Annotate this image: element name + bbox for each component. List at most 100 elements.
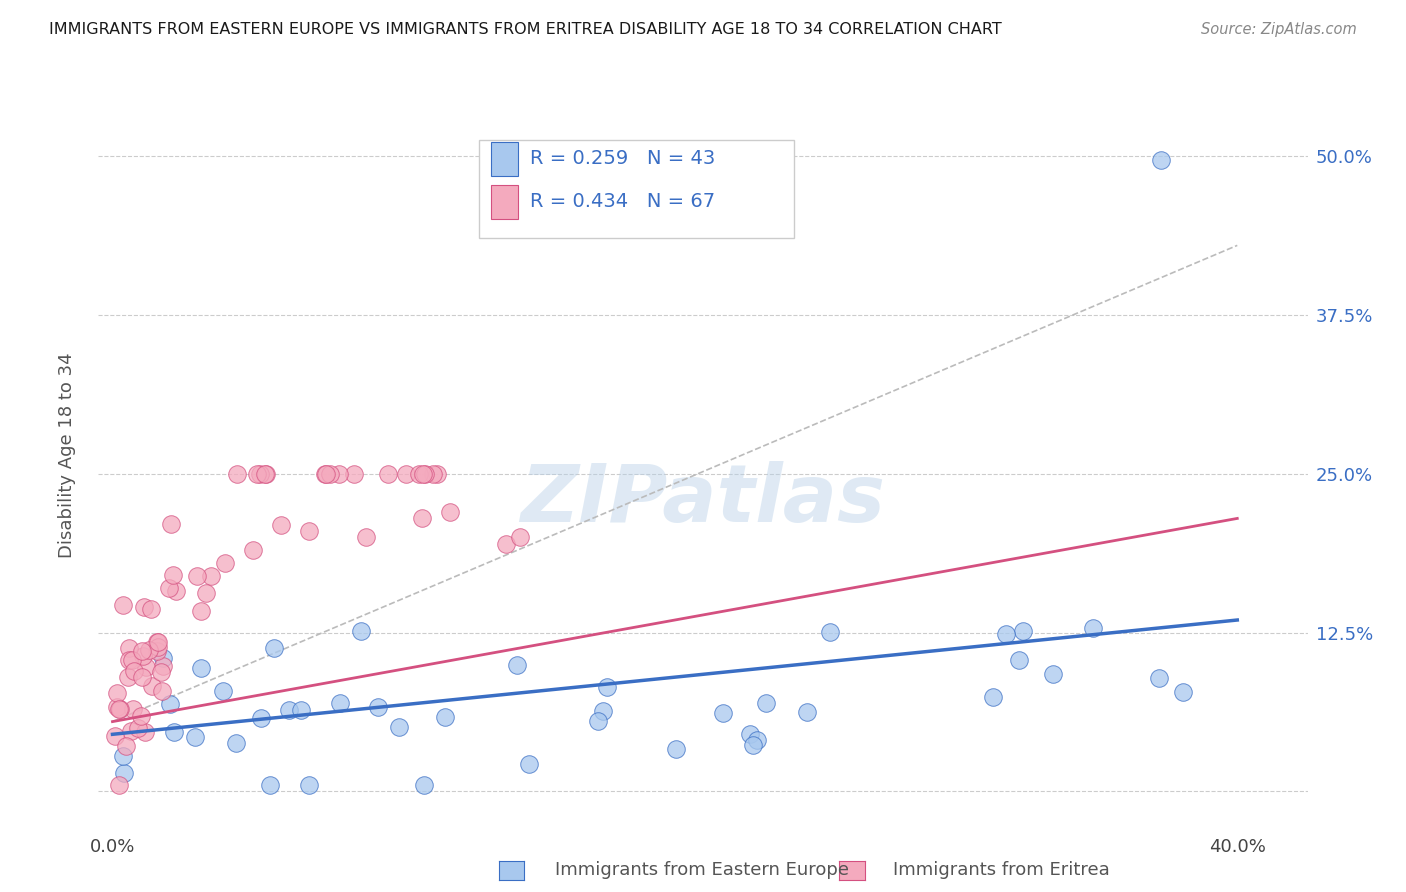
Point [131,670,153,684]
Point [1081,621,1104,635]
Point [152,659,174,673]
Point [1042,667,1064,681]
Point [132,649,155,664]
Point [377,467,399,481]
Point [159,697,181,711]
Point [665,741,688,756]
Point [138,643,160,657]
Point [1171,685,1194,699]
Point [412,467,434,481]
Text: Immigrants from Eastern Europe: Immigrants from Eastern Europe [555,861,849,879]
Point [127,721,149,735]
Point [114,739,136,753]
Point [163,725,186,739]
Point [146,644,169,658]
Point [315,467,337,481]
Point [745,732,768,747]
Point [165,584,187,599]
Point [328,467,350,481]
Text: Immigrants from Eritrea: Immigrants from Eritrea [893,861,1109,879]
Point [110,702,132,716]
Point [426,467,449,481]
Point [270,517,292,532]
Point [150,684,173,698]
Point [146,634,169,648]
Point [411,511,433,525]
Point [112,766,135,780]
Text: R = 0.434   N = 67: R = 0.434 N = 67 [530,192,716,211]
Point [994,627,1017,641]
Bar [492,186,517,219]
Point [740,727,762,741]
Point [367,700,389,714]
Point [105,686,128,700]
Point [1147,671,1170,685]
Point [439,505,461,519]
Point [129,709,152,723]
Point [108,778,131,792]
Point [254,467,277,481]
Point [711,706,734,720]
Y-axis label: Disability Age 18 to 34: Disability Age 18 to 34 [58,352,76,558]
Point [132,600,155,615]
Point [200,569,222,583]
Point [242,543,264,558]
Point [354,531,377,545]
Point [250,710,273,724]
Point [259,778,281,792]
Point [152,651,174,665]
Point [318,467,340,481]
Point [388,720,411,734]
Point [254,467,277,481]
Point [755,696,778,710]
Point [146,640,169,654]
Point [517,757,540,772]
Point [495,537,517,551]
Point [226,467,249,481]
Text: R = 0.259   N = 43: R = 0.259 N = 43 [530,150,716,169]
Point [190,661,212,675]
Point [506,657,529,672]
Point [1008,653,1031,667]
Point [120,723,142,738]
Point [186,568,208,582]
Point [160,516,183,531]
Point [141,679,163,693]
Point [290,703,312,717]
Point [343,467,366,481]
Point [112,749,135,764]
Point [412,778,434,792]
Point [225,735,247,749]
Point [117,641,139,656]
Point [395,467,418,481]
Point [1012,624,1035,638]
Point [135,660,157,674]
Point [586,714,609,728]
Point [796,705,818,719]
Point [434,710,457,724]
Point [263,641,285,656]
Point [413,467,436,481]
Point [818,624,841,639]
FancyBboxPatch shape [479,140,793,237]
Point [408,467,430,481]
Point [509,531,531,545]
Point [146,635,169,649]
Point [112,598,135,612]
Point [149,665,172,679]
Point [596,680,619,694]
Point [422,467,444,481]
Point [121,702,143,716]
Point [117,653,139,667]
Bar [492,143,517,177]
Point [190,605,212,619]
Point [249,467,271,481]
Point [162,568,184,582]
Point [329,697,352,711]
Point [592,705,614,719]
Point [211,684,233,698]
Text: Source: ZipAtlas.com: Source: ZipAtlas.com [1201,22,1357,37]
Point [139,602,162,616]
Point [278,703,301,717]
Point [741,738,763,752]
